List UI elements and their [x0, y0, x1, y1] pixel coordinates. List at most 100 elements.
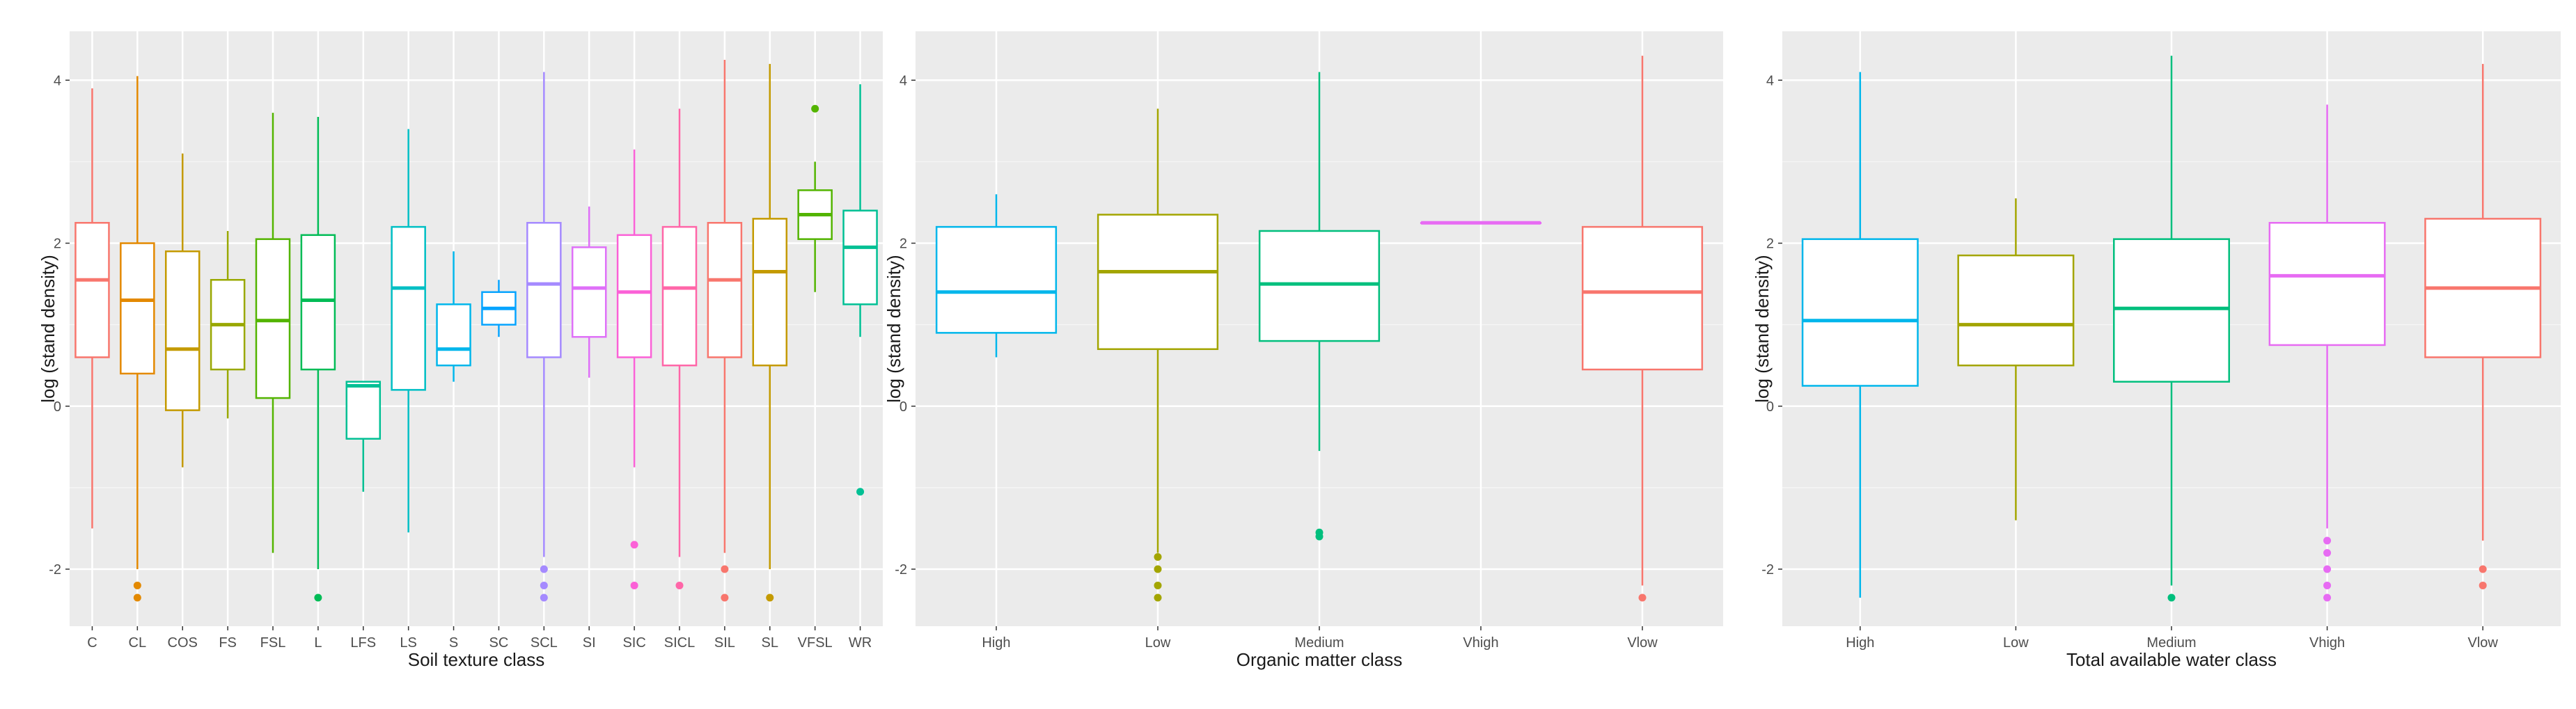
y-tick-label: 4 — [54, 73, 61, 88]
y-tick-label: -2 — [1761, 562, 1774, 577]
iqr-box — [2268, 221, 2386, 346]
outlier-point — [2479, 581, 2487, 589]
iqr-box — [345, 381, 382, 440]
iqr-box — [1801, 238, 1919, 387]
x-tick-label: High — [982, 635, 1010, 651]
x-tick-label: LS — [400, 635, 416, 651]
iqr-box — [391, 225, 426, 391]
x-tick-label: COS — [168, 635, 198, 651]
outlier-point — [2323, 581, 2332, 589]
box-Low — [1957, 198, 2075, 520]
outlier-point — [630, 541, 638, 549]
iqr-box — [616, 234, 652, 358]
iqr-box — [74, 221, 110, 358]
y-tick-label: -2 — [49, 562, 61, 577]
x-tick-label: VFSL — [798, 635, 833, 651]
box-Vlow — [1581, 56, 1704, 602]
iqr-box — [1097, 214, 1219, 351]
outlier-point — [856, 488, 865, 496]
x-tick-label: Vhigh — [1463, 635, 1498, 651]
x-tick-label: Vhigh — [2309, 635, 2345, 651]
iqr-box — [2113, 238, 2230, 383]
outlier-point — [2323, 549, 2332, 557]
outlier-point — [630, 581, 638, 589]
iqr-box — [752, 218, 788, 367]
box-High — [935, 194, 1058, 358]
x-tick-label: Vlow — [2468, 635, 2499, 651]
box-SIL — [707, 59, 743, 602]
box-Medium — [1258, 72, 1381, 541]
y-axis-title: log (stand density) — [883, 255, 904, 402]
x-tick-label: Low — [2003, 635, 2029, 651]
box-High — [1801, 72, 1919, 598]
x-tick-label: S — [449, 635, 458, 651]
y-tick-label: 2 — [1766, 237, 1774, 252]
outlier-point — [1154, 581, 1162, 589]
outlier-point — [675, 581, 684, 589]
outlier-point — [721, 565, 729, 573]
y-tick-label: 2 — [900, 237, 907, 252]
y-axis-title: log (stand density) — [38, 255, 58, 402]
box-Vlow — [2424, 63, 2542, 589]
x-tick-label: FS — [219, 635, 237, 651]
x-axis-title: Total available water class — [2066, 649, 2277, 670]
iqr-box — [300, 234, 336, 371]
panel-1: -2 0 2 4 C CL COS FS FSL L LFS LS S SC SCL SI SIC SICL SIL… — [38, 31, 883, 670]
x-axis-title: Soil texture class — [408, 649, 545, 670]
box-Vhigh — [2268, 104, 2386, 602]
y-tick-label: -2 — [895, 562, 907, 577]
box-SI — [571, 206, 607, 378]
box-LFS — [345, 381, 382, 492]
panel-3: -2 0 2 4 High Low Medium Vhigh Vlow Total availab… — [1752, 31, 2561, 670]
box-WR — [842, 84, 878, 496]
y-tick-label: 0 — [1766, 399, 1774, 415]
iqr-box — [526, 221, 562, 358]
outlier-point — [540, 594, 548, 602]
panel-2: -2 0 2 4 High Low Medium Vhigh Vlow Organic matte… — [883, 31, 1723, 670]
box-SICL — [661, 109, 698, 589]
outlier-point — [811, 104, 819, 113]
y-axis-title: log (stand density) — [1752, 255, 1773, 402]
outlier-point — [2323, 536, 2332, 545]
box-SL — [752, 63, 788, 602]
iqr-box — [436, 303, 471, 367]
x-tick-label: SC — [489, 635, 509, 651]
x-tick-label: SIL — [714, 635, 735, 651]
x-tick-label: LFS — [350, 635, 376, 651]
iqr-box — [571, 246, 607, 338]
iqr-box — [1957, 254, 2075, 367]
box-Medium — [2113, 56, 2230, 602]
x-tick-label: FSL — [260, 635, 286, 651]
box-S — [436, 251, 471, 382]
x-tick-label: SCL — [531, 635, 558, 651]
x-tick-label: SIC — [622, 635, 645, 651]
y-tick-label: 4 — [900, 73, 907, 88]
box-FS — [210, 230, 246, 419]
box-FSL — [255, 113, 291, 553]
outlier-point — [133, 594, 141, 602]
outlier-point — [2323, 565, 2332, 573]
outlier-point — [721, 594, 729, 602]
x-tick-label: High — [1846, 635, 1874, 651]
outlier-point — [1638, 594, 1647, 602]
box-L — [300, 116, 336, 602]
box-SC — [481, 280, 517, 337]
iqr-box — [935, 225, 1058, 334]
x-tick-label: L — [314, 635, 322, 651]
box-COS — [164, 153, 201, 468]
x-tick-label: Vlow — [1627, 635, 1658, 651]
outlier-point — [766, 594, 774, 602]
outlier-point — [2479, 565, 2487, 573]
x-tick-label: SL — [762, 635, 778, 651]
x-tick-label: Medium — [2146, 635, 2196, 651]
box-C — [74, 88, 110, 529]
y-tick-label: 0 — [54, 399, 61, 415]
iqr-box — [164, 250, 201, 411]
x-tick-label: Medium — [1294, 635, 1344, 651]
y-tick-label: 2 — [54, 237, 61, 252]
box-VFSL — [797, 104, 833, 292]
outlier-point — [540, 581, 548, 589]
y-tick-label: 4 — [1766, 73, 1774, 88]
